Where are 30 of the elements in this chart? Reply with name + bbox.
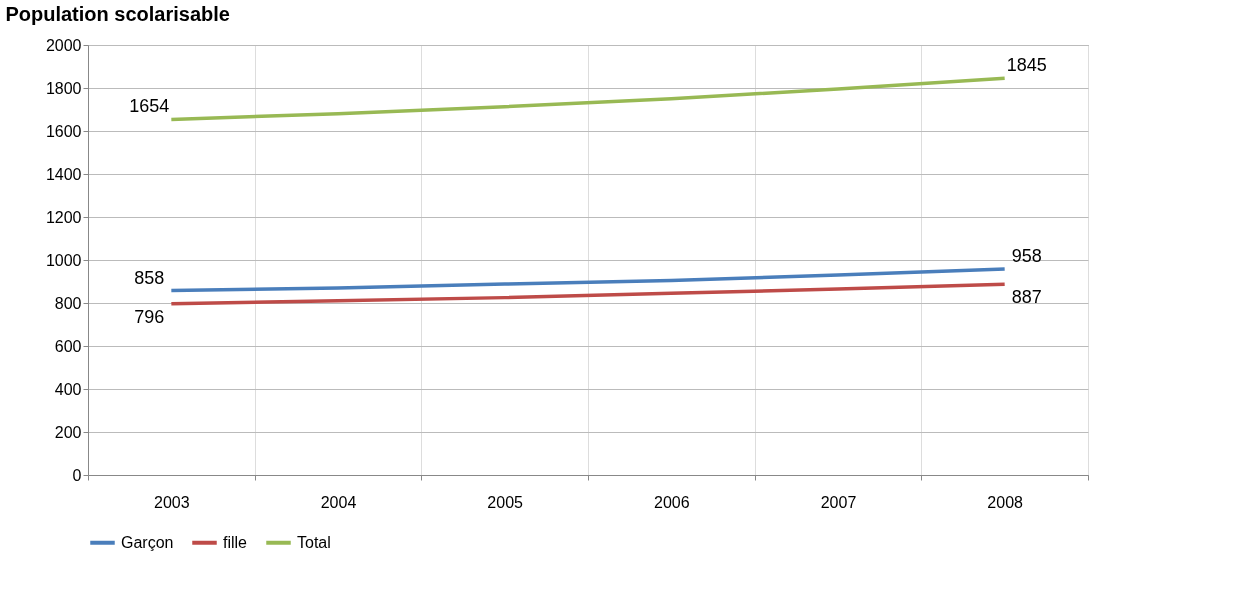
x-tick-label: 2004: [320, 493, 357, 511]
data-label: 958: [1011, 246, 1042, 267]
data-label: 1845: [1006, 55, 1047, 76]
chart-title: Population scolarisable: [5, 3, 230, 25]
y-tick-label: 1600: [45, 122, 82, 140]
legend-label: Total: [297, 533, 331, 551]
data-label: 796: [134, 306, 165, 327]
line-series: [169, 76, 1007, 122]
y-tick-label: 200: [54, 423, 82, 441]
data-label: 858: [134, 267, 165, 288]
legend-label: Garçon: [121, 533, 174, 551]
x-tick-label: 2006: [654, 493, 690, 511]
y-tick-label: 600: [54, 337, 82, 355]
y-tick-label: 1200: [45, 208, 82, 226]
y-tick-label: 2000: [45, 36, 82, 54]
legend-label: fille: [223, 533, 248, 551]
line-series: [169, 267, 1007, 293]
x-tick-label: 2003: [154, 493, 190, 511]
x-tick-label: 2007: [820, 493, 857, 511]
x-tick-label: 2008: [987, 493, 1024, 511]
y-tick-label: 1400: [45, 165, 82, 183]
y-tick-label: 0: [72, 466, 82, 484]
y-tick-label: 1000: [45, 251, 82, 269]
y-tick-label: 400: [54, 380, 82, 398]
line-series: [169, 282, 1007, 306]
data-label: 1654: [129, 96, 170, 117]
x-tick-label: 2005: [487, 493, 524, 511]
y-tick-label: 800: [54, 294, 82, 312]
y-tick-label: 1800: [45, 79, 82, 97]
data-label: 887: [1011, 287, 1042, 308]
